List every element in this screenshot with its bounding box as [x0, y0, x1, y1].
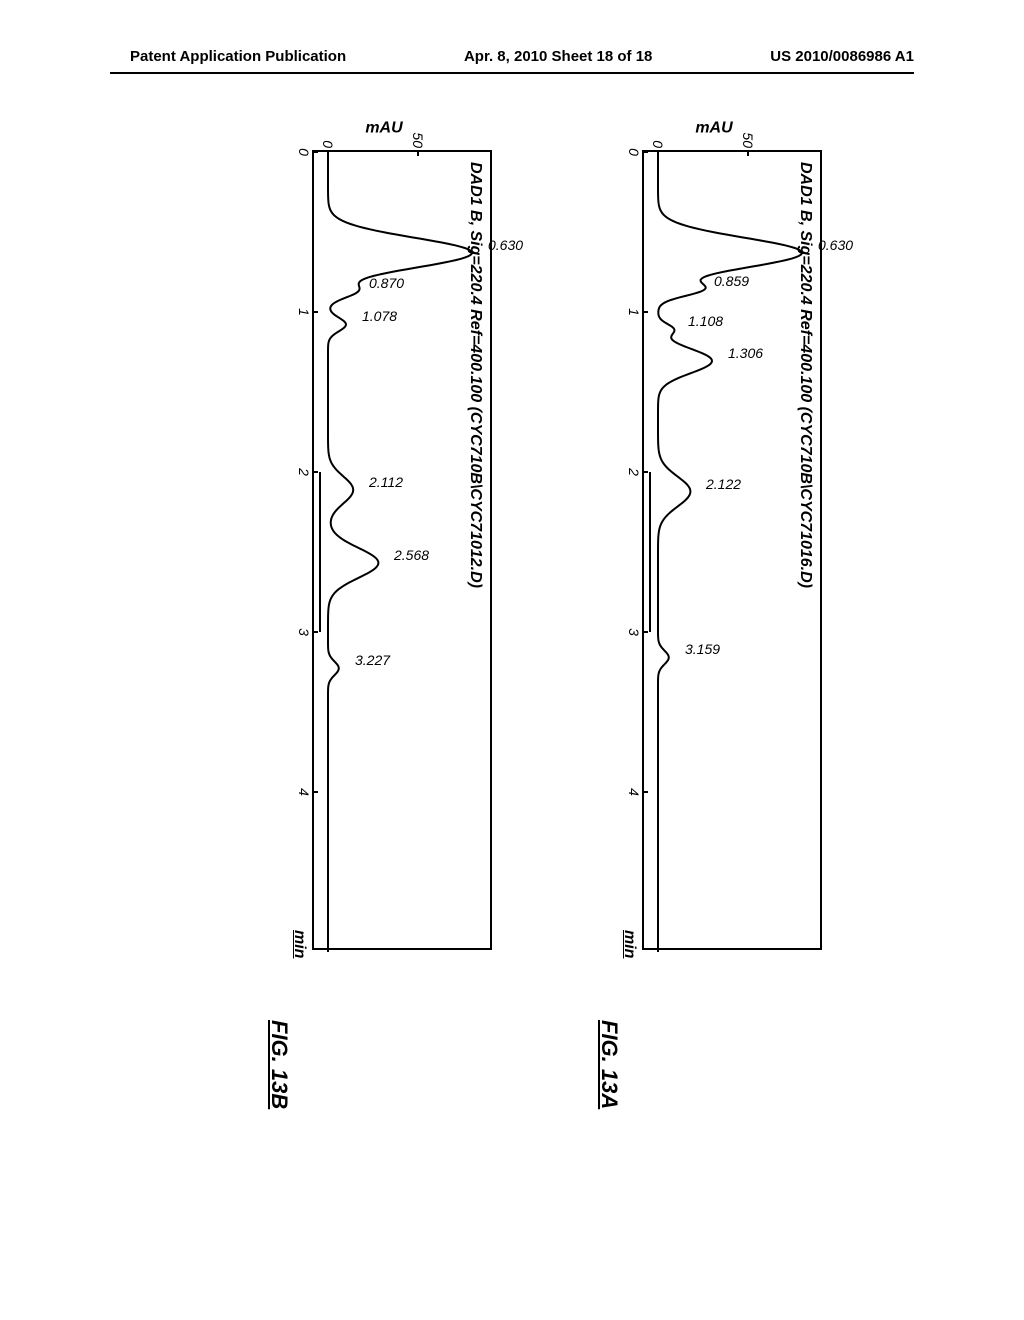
figure-area: DAD1 B, Sig=220.4 Ref=400.100 (CYC710B\C… [172, 150, 852, 1170]
peak-label: 0.859 [714, 273, 749, 289]
x-tick-label: 0 [296, 148, 314, 156]
page-header: Patent Application Publication Apr. 8, 2… [0, 48, 1024, 65]
header-rule [110, 72, 914, 74]
figure-label-a: FIG. 13A [596, 1020, 622, 1109]
x-tick-label: 1 [296, 308, 314, 316]
peak-label: 0.630 [818, 237, 853, 253]
chart-frame-a: DAD1 B, Sig=220.4 Ref=400.100 (CYC710B\C… [642, 150, 822, 950]
x-axis-label-b: min [290, 930, 308, 958]
y-axis-label-b: mAU [365, 120, 402, 138]
peak-label: 2.112 [369, 474, 403, 490]
x-tick-label: 1 [626, 308, 644, 316]
chromatogram-a [640, 152, 820, 952]
peak-label: 1.108 [688, 313, 723, 329]
peak-label: 1.078 [362, 308, 397, 324]
peak-label: 0.630 [488, 237, 523, 253]
peak-label: 3.227 [355, 652, 390, 668]
peak-label: 1.306 [728, 345, 763, 361]
x-tick-label: 0 [626, 148, 644, 156]
y-tick-label: 0 [650, 140, 666, 152]
y-axis-label-a: mAU [695, 120, 732, 138]
peak-label: 3.159 [685, 641, 720, 657]
header-center: Apr. 8, 2010 Sheet 18 of 18 [464, 48, 652, 65]
x-tick-label: 4 [626, 788, 644, 796]
x-tick-label: 2 [296, 468, 314, 476]
chart-block-b: DAD1 B, Sig=220.4 Ref=400.100 (CYC710B\C… [312, 150, 492, 950]
x-tick-label: 4 [296, 788, 314, 796]
figure-label-b: FIG. 13B [266, 1020, 292, 1109]
peak-label: 2.122 [706, 476, 741, 492]
charts-wrap: DAD1 B, Sig=220.4 Ref=400.100 (CYC710B\C… [172, 150, 852, 1170]
chromatogram-trace [658, 152, 802, 952]
chart-block-a: DAD1 B, Sig=220.4 Ref=400.100 (CYC710B\C… [642, 150, 822, 950]
baseline-indicator [649, 472, 651, 632]
x-tick-label: 3 [626, 628, 644, 636]
y-tick-label: 50 [410, 132, 426, 152]
chart-frame-b: DAD1 B, Sig=220.4 Ref=400.100 (CYC710B\C… [312, 150, 492, 950]
baseline-indicator [319, 472, 321, 632]
y-tick-label: 0 [320, 140, 336, 152]
header-right: US 2010/0086986 A1 [770, 48, 914, 65]
peak-label: 0.870 [369, 275, 404, 291]
x-tick-label: 2 [626, 468, 644, 476]
x-tick-label: 3 [296, 628, 314, 636]
x-axis-label-a: min [620, 930, 638, 958]
y-tick-label: 50 [740, 132, 756, 152]
peak-label: 2.568 [394, 547, 429, 563]
header-left: Patent Application Publication [130, 48, 346, 65]
